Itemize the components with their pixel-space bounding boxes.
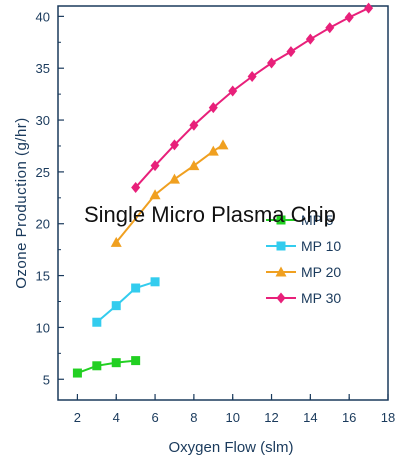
legend-label: MP 20 (301, 264, 341, 280)
data-point (92, 317, 102, 327)
data-point (169, 139, 179, 151)
x-tick-label: 12 (264, 410, 278, 425)
x-tick-label: 6 (151, 410, 158, 425)
y-tick-label: 15 (36, 269, 50, 284)
y-tick-label: 25 (36, 165, 50, 180)
data-point (325, 22, 335, 34)
chart-annotation: Single Micro Plasma Chip (84, 202, 336, 227)
legend-marker (276, 241, 286, 251)
x-tick-label: 18 (381, 410, 395, 425)
data-point (150, 277, 160, 287)
data-point (131, 356, 141, 366)
data-point (286, 46, 296, 58)
x-tick-label: 14 (303, 410, 317, 425)
y-tick-label: 5 (43, 372, 50, 387)
y-tick-label: 35 (36, 61, 50, 76)
x-tick-label: 10 (225, 410, 239, 425)
data-point (150, 160, 160, 172)
y-tick-label: 30 (36, 113, 50, 128)
legend-marker (275, 266, 287, 277)
legend-label: MP 30 (301, 290, 341, 306)
x-tick-label: 8 (190, 410, 197, 425)
y-tick-label: 10 (36, 320, 50, 335)
series-line-mp-20 (115, 144, 224, 244)
data-point (305, 33, 315, 45)
legend-label: MP 10 (301, 238, 341, 254)
y-tick-label: 40 (36, 9, 50, 24)
x-tick-label: 4 (113, 410, 120, 425)
data-point (228, 85, 238, 97)
y-tick-label: 20 (36, 217, 50, 232)
legend-marker (276, 292, 286, 304)
data-point (207, 145, 219, 156)
data-point (168, 173, 180, 184)
data-point (217, 139, 229, 150)
data-point (188, 160, 200, 171)
data-point (72, 368, 82, 378)
x-axis-label: Oxygen Flow (slm) (168, 439, 293, 456)
data-point (364, 2, 374, 14)
data-point (110, 236, 122, 247)
legend-label: MP 5 (301, 212, 334, 228)
data-point (344, 11, 354, 23)
data-point (131, 181, 141, 193)
series-line-mp-5 (77, 359, 136, 374)
plot-frame (57, 5, 389, 401)
data-point (92, 361, 102, 371)
data-point (149, 189, 161, 200)
data-point (111, 358, 121, 368)
data-point (267, 57, 277, 69)
series-line-mp-10 (96, 280, 156, 323)
series-line-mp-30 (134, 7, 370, 189)
data-point (208, 102, 218, 114)
legend-marker (276, 215, 286, 225)
x-tick-label: 2 (74, 410, 81, 425)
data-point (131, 283, 141, 293)
data-point (189, 119, 199, 131)
data-point (111, 301, 121, 311)
x-tick-label: 16 (342, 410, 356, 425)
y-axis-label: Ozone Production (g/hr) (13, 117, 30, 289)
data-point (247, 71, 257, 83)
